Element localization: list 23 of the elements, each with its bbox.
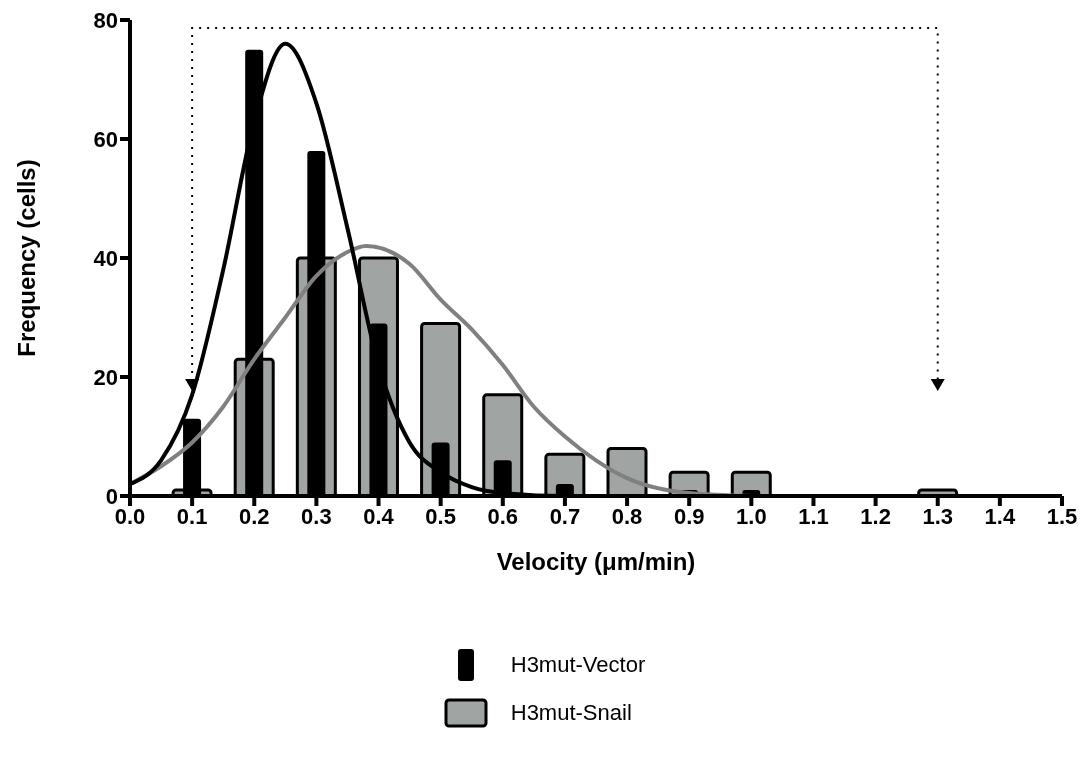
legend-label: H3mut-Vector xyxy=(510,652,646,678)
x-tick-label: 0.8 xyxy=(611,503,643,529)
x-tick-label: 0.6 xyxy=(487,503,519,529)
y-tick-label: 20 xyxy=(93,364,118,390)
x-tick-label: 0.5 xyxy=(425,503,456,529)
x-tick-label: 1.1 xyxy=(798,503,829,529)
x-tick-label: 1.4 xyxy=(984,503,1016,529)
x-tick-label: 1.3 xyxy=(922,503,954,529)
y-tick-label: 60 xyxy=(93,126,118,152)
x-tick-label: 0.7 xyxy=(549,503,581,529)
y-tick-label: 40 xyxy=(93,245,118,271)
x-tick-label: 0.1 xyxy=(176,503,208,529)
legend-label: H3mut-Snail xyxy=(510,700,632,726)
x-tick-label: 1.5 xyxy=(1046,503,1078,529)
x-tick-label: 1.0 xyxy=(736,503,767,529)
x-axis-title: Velocity (μm/min) xyxy=(496,548,696,575)
x-tick-label: 0.3 xyxy=(301,503,332,529)
x-tick-label: 0.9 xyxy=(673,503,705,529)
y-axis-title: Frequency (cells) xyxy=(12,159,40,357)
x-tick-label: 0.4 xyxy=(363,503,395,529)
x-tick-label: 0.2 xyxy=(238,503,270,529)
y-tick-label: 80 xyxy=(93,7,118,33)
x-tick-label: 1.2 xyxy=(860,503,891,529)
